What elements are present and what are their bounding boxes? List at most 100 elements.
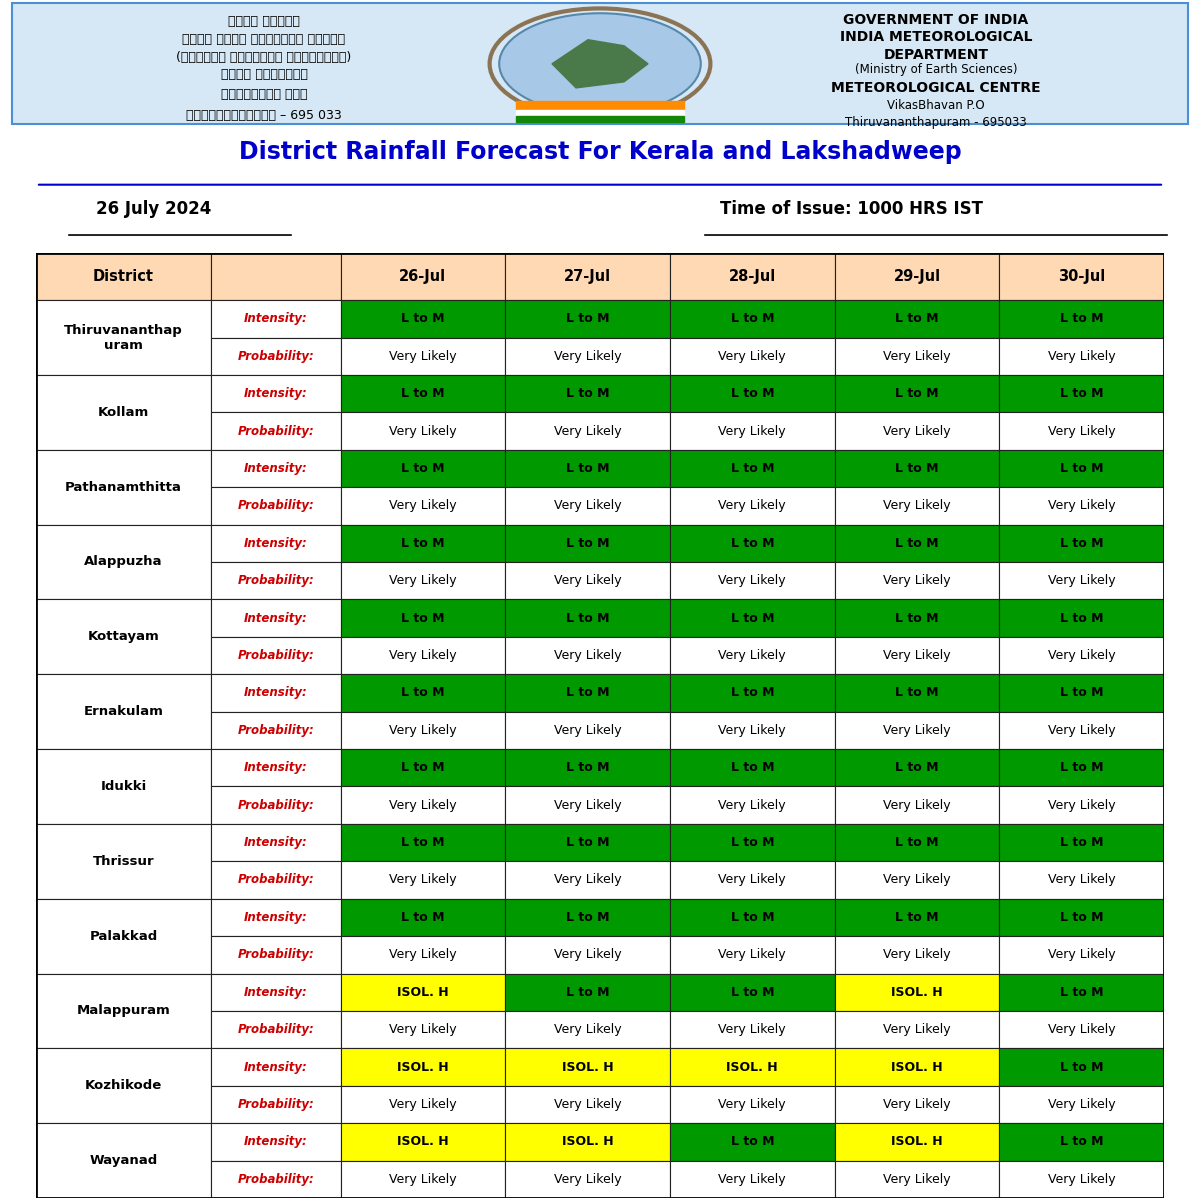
Bar <box>341 674 505 712</box>
Bar <box>505 1049 670 1086</box>
Text: L to M: L to M <box>401 612 445 625</box>
Bar <box>36 974 211 1049</box>
Bar <box>341 898 505 936</box>
Text: METEOROLOGICAL CENTRE: METEOROLOGICAL CENTRE <box>832 81 1040 95</box>
Text: Probability:: Probability: <box>238 798 314 811</box>
Bar <box>341 712 505 749</box>
Bar <box>1000 374 1164 412</box>
Bar <box>670 1161 835 1198</box>
Bar <box>516 110 684 116</box>
Bar <box>1000 749 1164 786</box>
Text: Probability:: Probability: <box>238 873 314 886</box>
Text: Intensity:: Intensity: <box>244 612 307 625</box>
Circle shape <box>499 13 701 114</box>
Bar <box>505 337 670 374</box>
Bar <box>341 253 505 300</box>
Bar <box>211 936 341 974</box>
Text: L to M: L to M <box>895 761 938 774</box>
Bar <box>341 600 505 637</box>
Bar <box>36 450 211 525</box>
Text: भारत मौसम विज्ञान विभाग: भारत मौसम विज्ञान विभाग <box>182 33 346 46</box>
Bar <box>341 337 505 374</box>
Text: District Rainfall Forecast For Kerala and Lakshadweep: District Rainfall Forecast For Kerala an… <box>239 140 961 164</box>
Bar <box>835 374 1000 412</box>
Text: Very Likely: Very Likely <box>719 574 786 588</box>
Bar <box>211 898 341 936</box>
Text: Very Likely: Very Likely <box>389 1173 457 1186</box>
Bar <box>211 450 341 488</box>
Bar <box>670 412 835 450</box>
Text: Very Likely: Very Likely <box>1048 349 1116 362</box>
Text: Very Likely: Very Likely <box>553 574 622 588</box>
Bar <box>516 101 684 110</box>
Text: L to M: L to M <box>731 686 774 700</box>
Bar <box>1000 1086 1164 1123</box>
Text: Very Likely: Very Likely <box>553 500 622 513</box>
Text: L to M: L to M <box>566 312 610 325</box>
Bar <box>670 1123 835 1161</box>
Bar <box>1000 786 1164 824</box>
Text: Very Likely: Very Likely <box>719 425 786 437</box>
Text: L to M: L to M <box>1060 836 1104 849</box>
Bar <box>211 562 341 600</box>
Text: Very Likely: Very Likely <box>389 500 457 513</box>
Bar <box>670 936 835 974</box>
Text: L to M: L to M <box>401 312 445 325</box>
Text: L to M: L to M <box>566 612 610 625</box>
Text: Intensity:: Intensity: <box>244 1135 307 1149</box>
Bar <box>505 749 670 786</box>
Bar <box>211 525 341 562</box>
Text: Very Likely: Very Likely <box>883 500 950 513</box>
Text: Probability:: Probability: <box>238 1023 314 1037</box>
Text: Very Likely: Very Likely <box>719 1023 786 1037</box>
Bar <box>36 253 211 300</box>
Text: Probability:: Probability: <box>238 649 314 662</box>
Text: ISOL. H: ISOL. H <box>562 1135 613 1149</box>
Bar <box>36 1123 211 1198</box>
Bar <box>341 936 505 974</box>
Text: Very Likely: Very Likely <box>883 1098 950 1111</box>
Text: Very Likely: Very Likely <box>553 1023 622 1037</box>
Bar <box>835 1011 1000 1049</box>
Bar <box>505 374 670 412</box>
Text: Kottayam: Kottayam <box>88 631 160 643</box>
Text: L to M: L to M <box>731 537 774 550</box>
Bar <box>341 974 505 1011</box>
Bar <box>670 749 835 786</box>
Bar <box>1000 1161 1164 1198</box>
Text: Very Likely: Very Likely <box>883 724 950 737</box>
Text: L to M: L to M <box>731 1135 774 1149</box>
Text: Very Likely: Very Likely <box>883 649 950 662</box>
Bar <box>341 488 505 525</box>
Bar <box>341 300 505 337</box>
Bar <box>1000 337 1164 374</box>
Bar <box>341 1086 505 1123</box>
Bar <box>1000 450 1164 488</box>
Bar <box>670 300 835 337</box>
Text: Very Likely: Very Likely <box>719 1173 786 1186</box>
Text: L to M: L to M <box>731 312 774 325</box>
Bar <box>670 253 835 300</box>
Text: ISOL. H: ISOL. H <box>726 1061 778 1074</box>
Text: L to M: L to M <box>1060 686 1104 700</box>
Bar <box>670 1049 835 1086</box>
Bar <box>211 337 341 374</box>
Bar <box>835 600 1000 637</box>
Text: Very Likely: Very Likely <box>883 574 950 588</box>
Text: Intensity:: Intensity: <box>244 761 307 774</box>
Text: L to M: L to M <box>566 686 610 700</box>
Bar <box>835 337 1000 374</box>
Text: ISOL. H: ISOL. H <box>397 986 449 998</box>
Bar <box>1000 936 1164 974</box>
Text: Very Likely: Very Likely <box>1048 649 1116 662</box>
Bar <box>1000 562 1164 600</box>
Bar <box>835 562 1000 600</box>
Text: Alappuzha: Alappuzha <box>84 555 163 568</box>
Text: Very Likely: Very Likely <box>1048 873 1116 886</box>
Text: Thrissur: Thrissur <box>92 855 155 868</box>
Bar <box>211 712 341 749</box>
Bar <box>505 712 670 749</box>
Text: Probability:: Probability: <box>238 574 314 588</box>
Bar <box>835 1161 1000 1198</box>
Bar <box>516 116 684 122</box>
